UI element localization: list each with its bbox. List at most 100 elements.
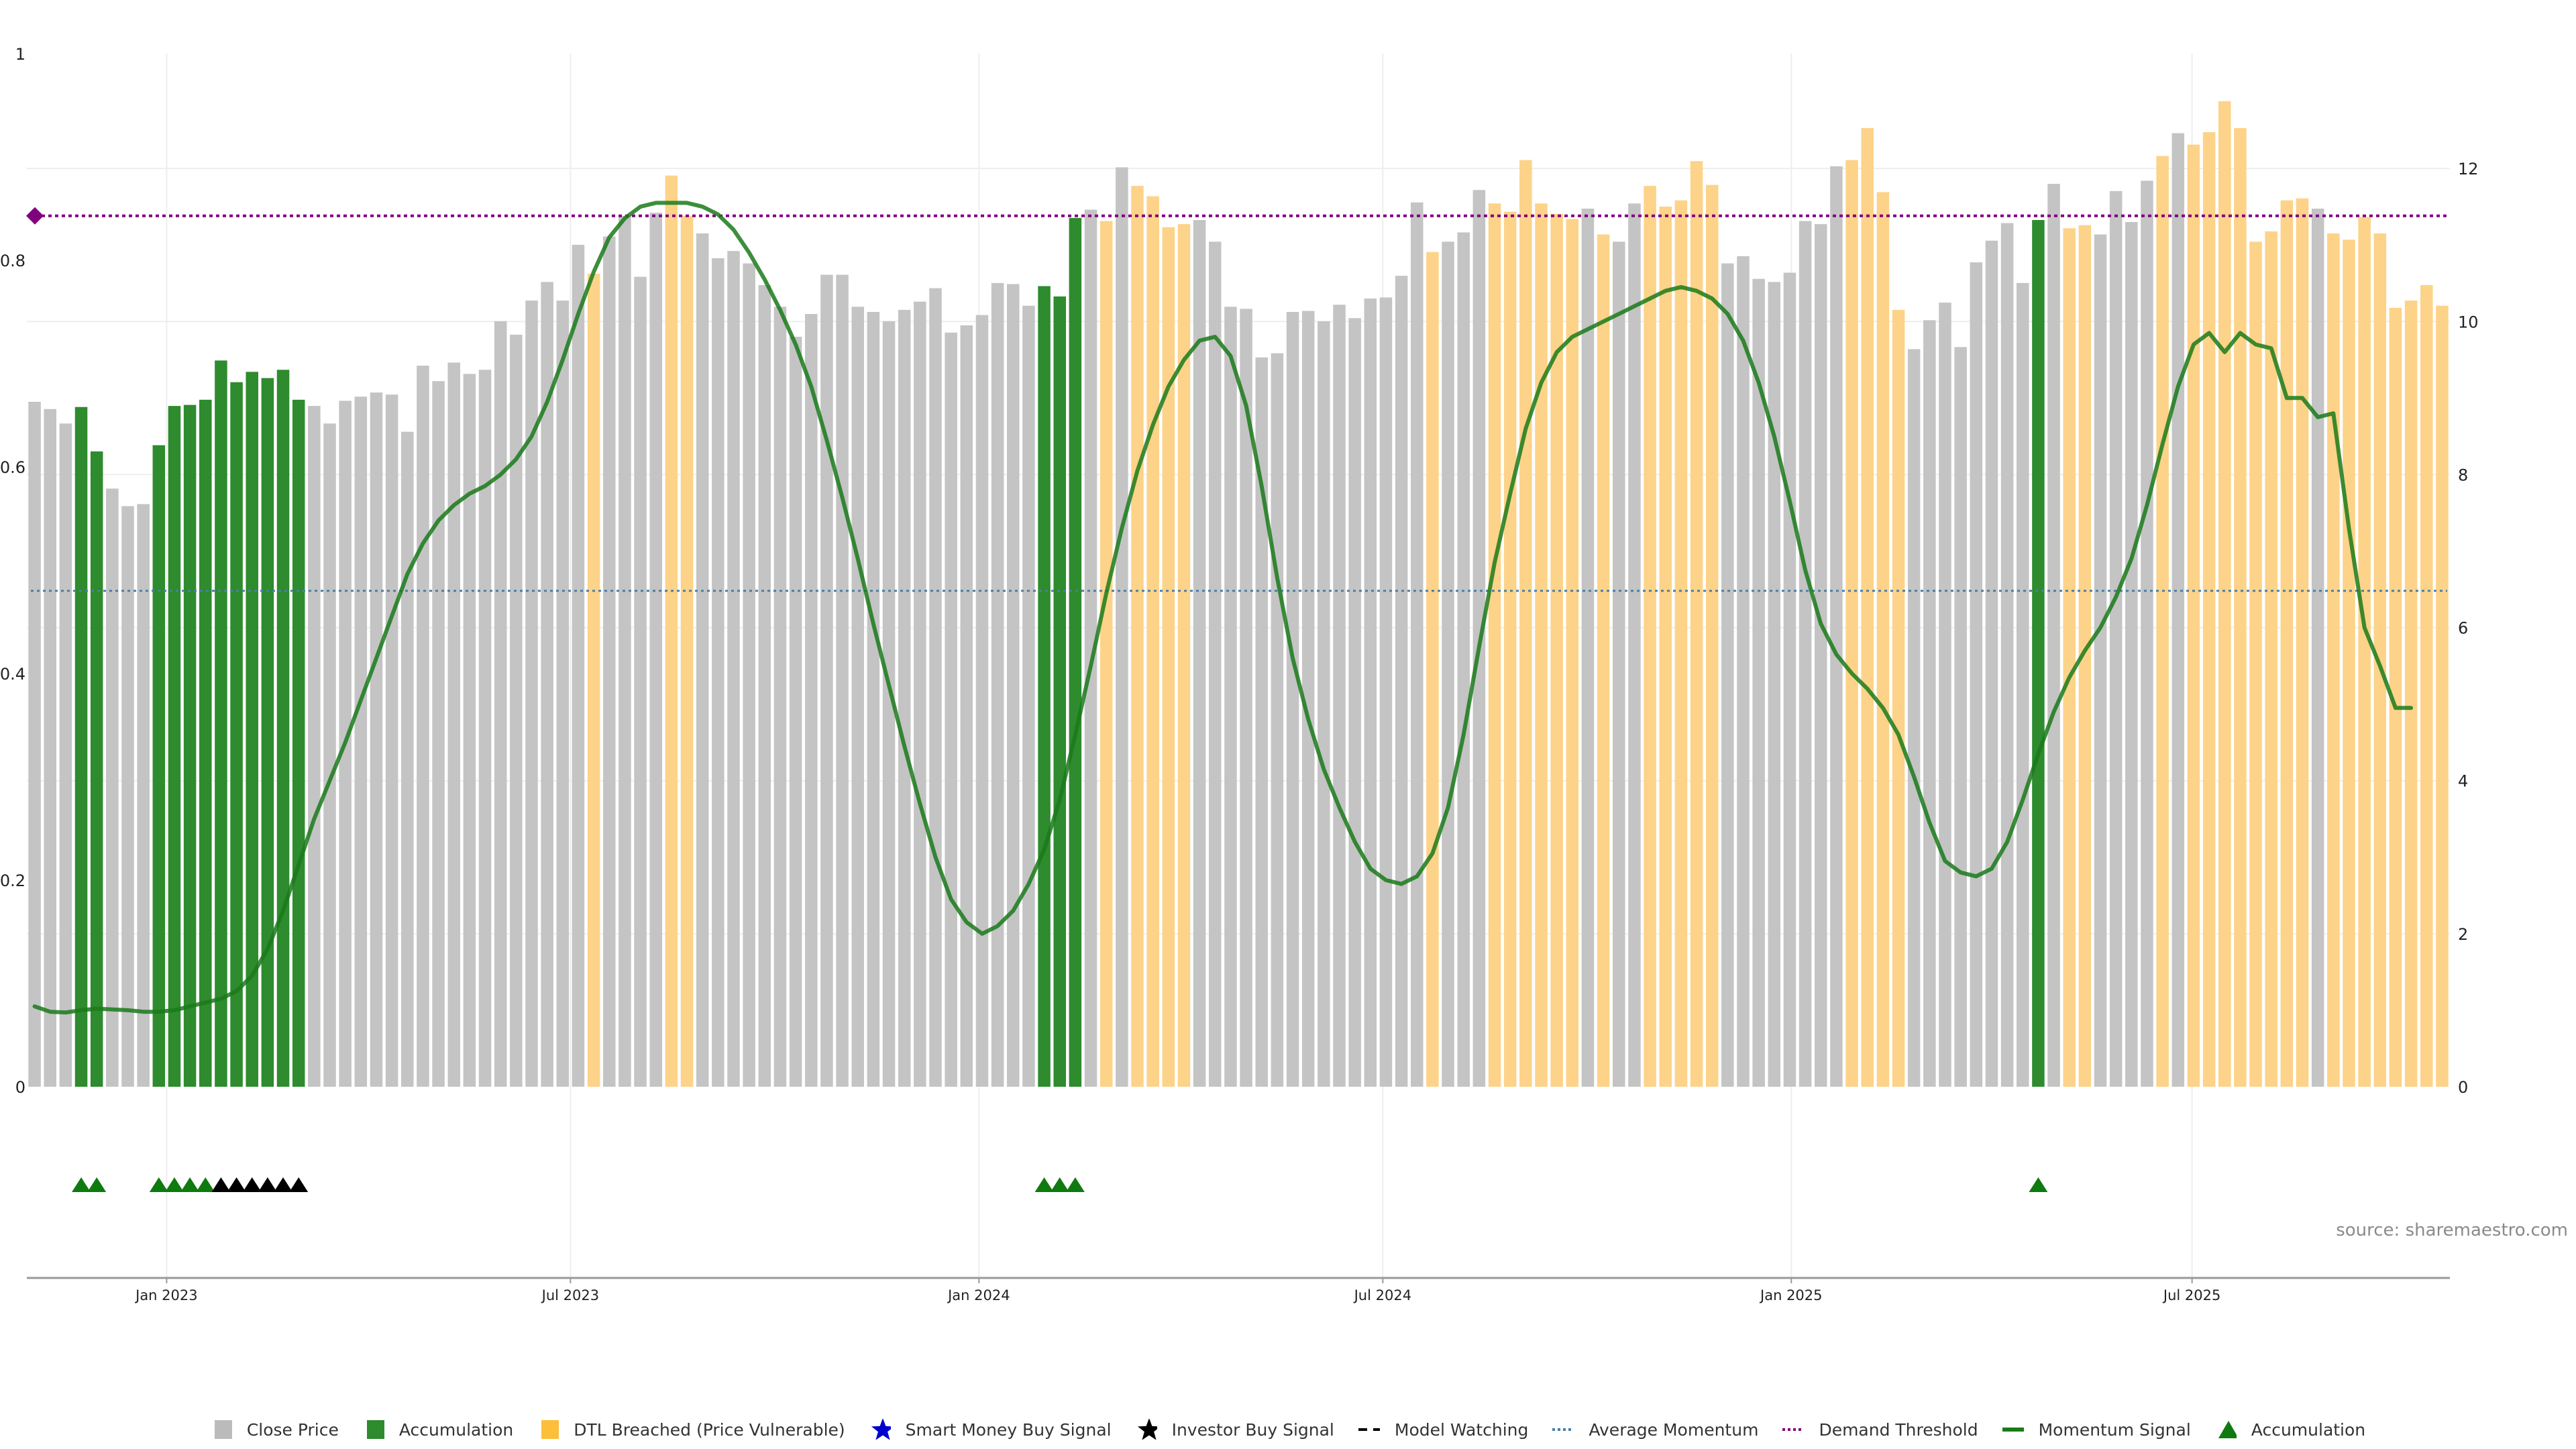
close-price-bar — [1255, 357, 1268, 1087]
dtl-breached-bar — [1146, 196, 1159, 1087]
dtl-breached-bar — [2420, 284, 2433, 1087]
accumulation-bar — [261, 378, 274, 1087]
dtl-breached-bar — [1503, 211, 1517, 1087]
close-price-bar — [541, 282, 553, 1087]
dtl-breached-bar — [587, 274, 600, 1087]
close-price-bar — [370, 392, 383, 1087]
close-price-bar — [401, 431, 414, 1087]
close-price-bar — [137, 504, 150, 1087]
close-price-bar — [960, 325, 973, 1087]
dtl-breached-bar — [1177, 224, 1191, 1087]
close-price-bar — [727, 251, 740, 1087]
close-price-bar — [1022, 305, 1035, 1087]
dtl-breached-bar — [1876, 192, 1890, 1087]
investor-buy-marker — [227, 1177, 246, 1192]
close-price-bar — [929, 288, 942, 1087]
close-price-bar — [1116, 167, 1128, 1087]
legend-label: Demand Threshold — [1819, 1419, 1978, 1440]
legend-swatch — [537, 1419, 559, 1440]
dtl-breached-bar — [1690, 161, 1703, 1087]
legend-label: DTL Breached (Price Vulnerable) — [574, 1419, 845, 1440]
accumulation-bar — [1038, 286, 1051, 1087]
close-price-bar — [1830, 166, 1843, 1087]
close-price-bar — [323, 423, 336, 1087]
right-tick-label: 4 — [2458, 772, 2468, 791]
right-tick-label: 8 — [2458, 466, 2468, 484]
close-price-bar — [1348, 318, 1361, 1087]
investor-buy-marker — [211, 1177, 231, 1192]
left-tick-label: 0.4 — [0, 665, 25, 684]
close-price-bar — [743, 263, 755, 1087]
close-price-bar — [1581, 209, 1595, 1087]
legend-item: Accumulation — [2215, 1419, 2365, 1440]
accumulation-bar — [2032, 219, 2045, 1087]
close-price-bar — [882, 321, 896, 1087]
dtl-breached-bar — [2218, 101, 2231, 1087]
close-price-bar — [603, 236, 616, 1087]
legend-label: Model Watching — [1394, 1419, 1529, 1440]
source-text: source: sharemaestro.com — [2336, 1220, 2568, 1240]
close-price-bar — [820, 274, 833, 1087]
dtl-breached-bar — [2404, 301, 2418, 1087]
close-price-bar — [851, 307, 864, 1087]
dtl-breached-bar — [1099, 221, 1113, 1087]
right-tick-label: 2 — [2458, 925, 2468, 944]
accumulation-bar — [215, 360, 227, 1087]
accumulation-marker — [149, 1177, 168, 1192]
date-tick-label: Jul 2024 — [1353, 1287, 1411, 1303]
dtl-breached-bar — [1162, 227, 1175, 1087]
accumulation-bar — [90, 451, 103, 1087]
date-tick-label: Jul 2025 — [2162, 1287, 2220, 1303]
legend-swatch — [1136, 1419, 1157, 1440]
legend-swatch — [869, 1419, 891, 1440]
dtl-breached-bar — [2373, 233, 2387, 1087]
close-price-bar — [991, 282, 1004, 1087]
close-price-bar — [417, 366, 429, 1087]
accumulation-bar — [276, 370, 290, 1087]
close-price-bar — [914, 301, 926, 1087]
dtl-breached-bar — [2187, 144, 2200, 1087]
legend-item: Investor Buy Signal — [1136, 1419, 1334, 1440]
close-price-bar — [1271, 353, 1284, 1087]
close-price-bar — [572, 244, 585, 1087]
close-price-bar — [1084, 209, 1097, 1087]
close-price-bar — [1923, 320, 1936, 1087]
accumulation-marker — [72, 1177, 91, 1192]
accumulation-bar — [1069, 217, 1082, 1087]
investor-buy-marker — [258, 1177, 277, 1192]
bars-layer — [28, 101, 2449, 1087]
close-price-bar — [1721, 263, 1734, 1087]
dtl-breached-bar — [1845, 160, 1858, 1087]
accumulation-bar — [1053, 296, 1066, 1087]
close-price-bar — [649, 213, 662, 1087]
accumulation-bar — [183, 405, 197, 1087]
close-price-bar — [945, 332, 957, 1087]
close-price-bar — [773, 307, 787, 1087]
legend-item: Close Price — [211, 1419, 339, 1440]
accumulation-bar — [152, 445, 166, 1087]
close-price-bar — [1333, 305, 1346, 1087]
close-price-bar — [556, 301, 570, 1087]
close-price-bar — [354, 396, 368, 1087]
left-tick-label: 0.2 — [0, 871, 25, 890]
close-price-bar — [867, 312, 880, 1087]
close-price-bar — [696, 233, 709, 1087]
legend-label: Average Momentum — [1589, 1419, 1759, 1440]
close-price-bar — [712, 258, 724, 1087]
legend-item: DTL Breached (Price Vulnerable) — [537, 1419, 845, 1440]
dtl-breached-bar — [2234, 127, 2247, 1087]
dtl-breached-bar — [1674, 200, 1688, 1087]
dtl-breached-bar — [1892, 309, 1905, 1087]
dtl-breached-bar — [1426, 252, 1439, 1087]
close-price-bar — [2311, 209, 2324, 1087]
close-price-bar — [1209, 241, 1222, 1087]
accumulation-bar — [292, 399, 305, 1087]
close-price-bar — [2141, 180, 2153, 1087]
investor-buy-marker — [274, 1177, 293, 1192]
legend-swatch — [1358, 1419, 1380, 1440]
legend-label: Accumulation — [2251, 1419, 2366, 1440]
close-price-bar — [898, 309, 911, 1087]
close-price-bar — [1224, 307, 1237, 1087]
